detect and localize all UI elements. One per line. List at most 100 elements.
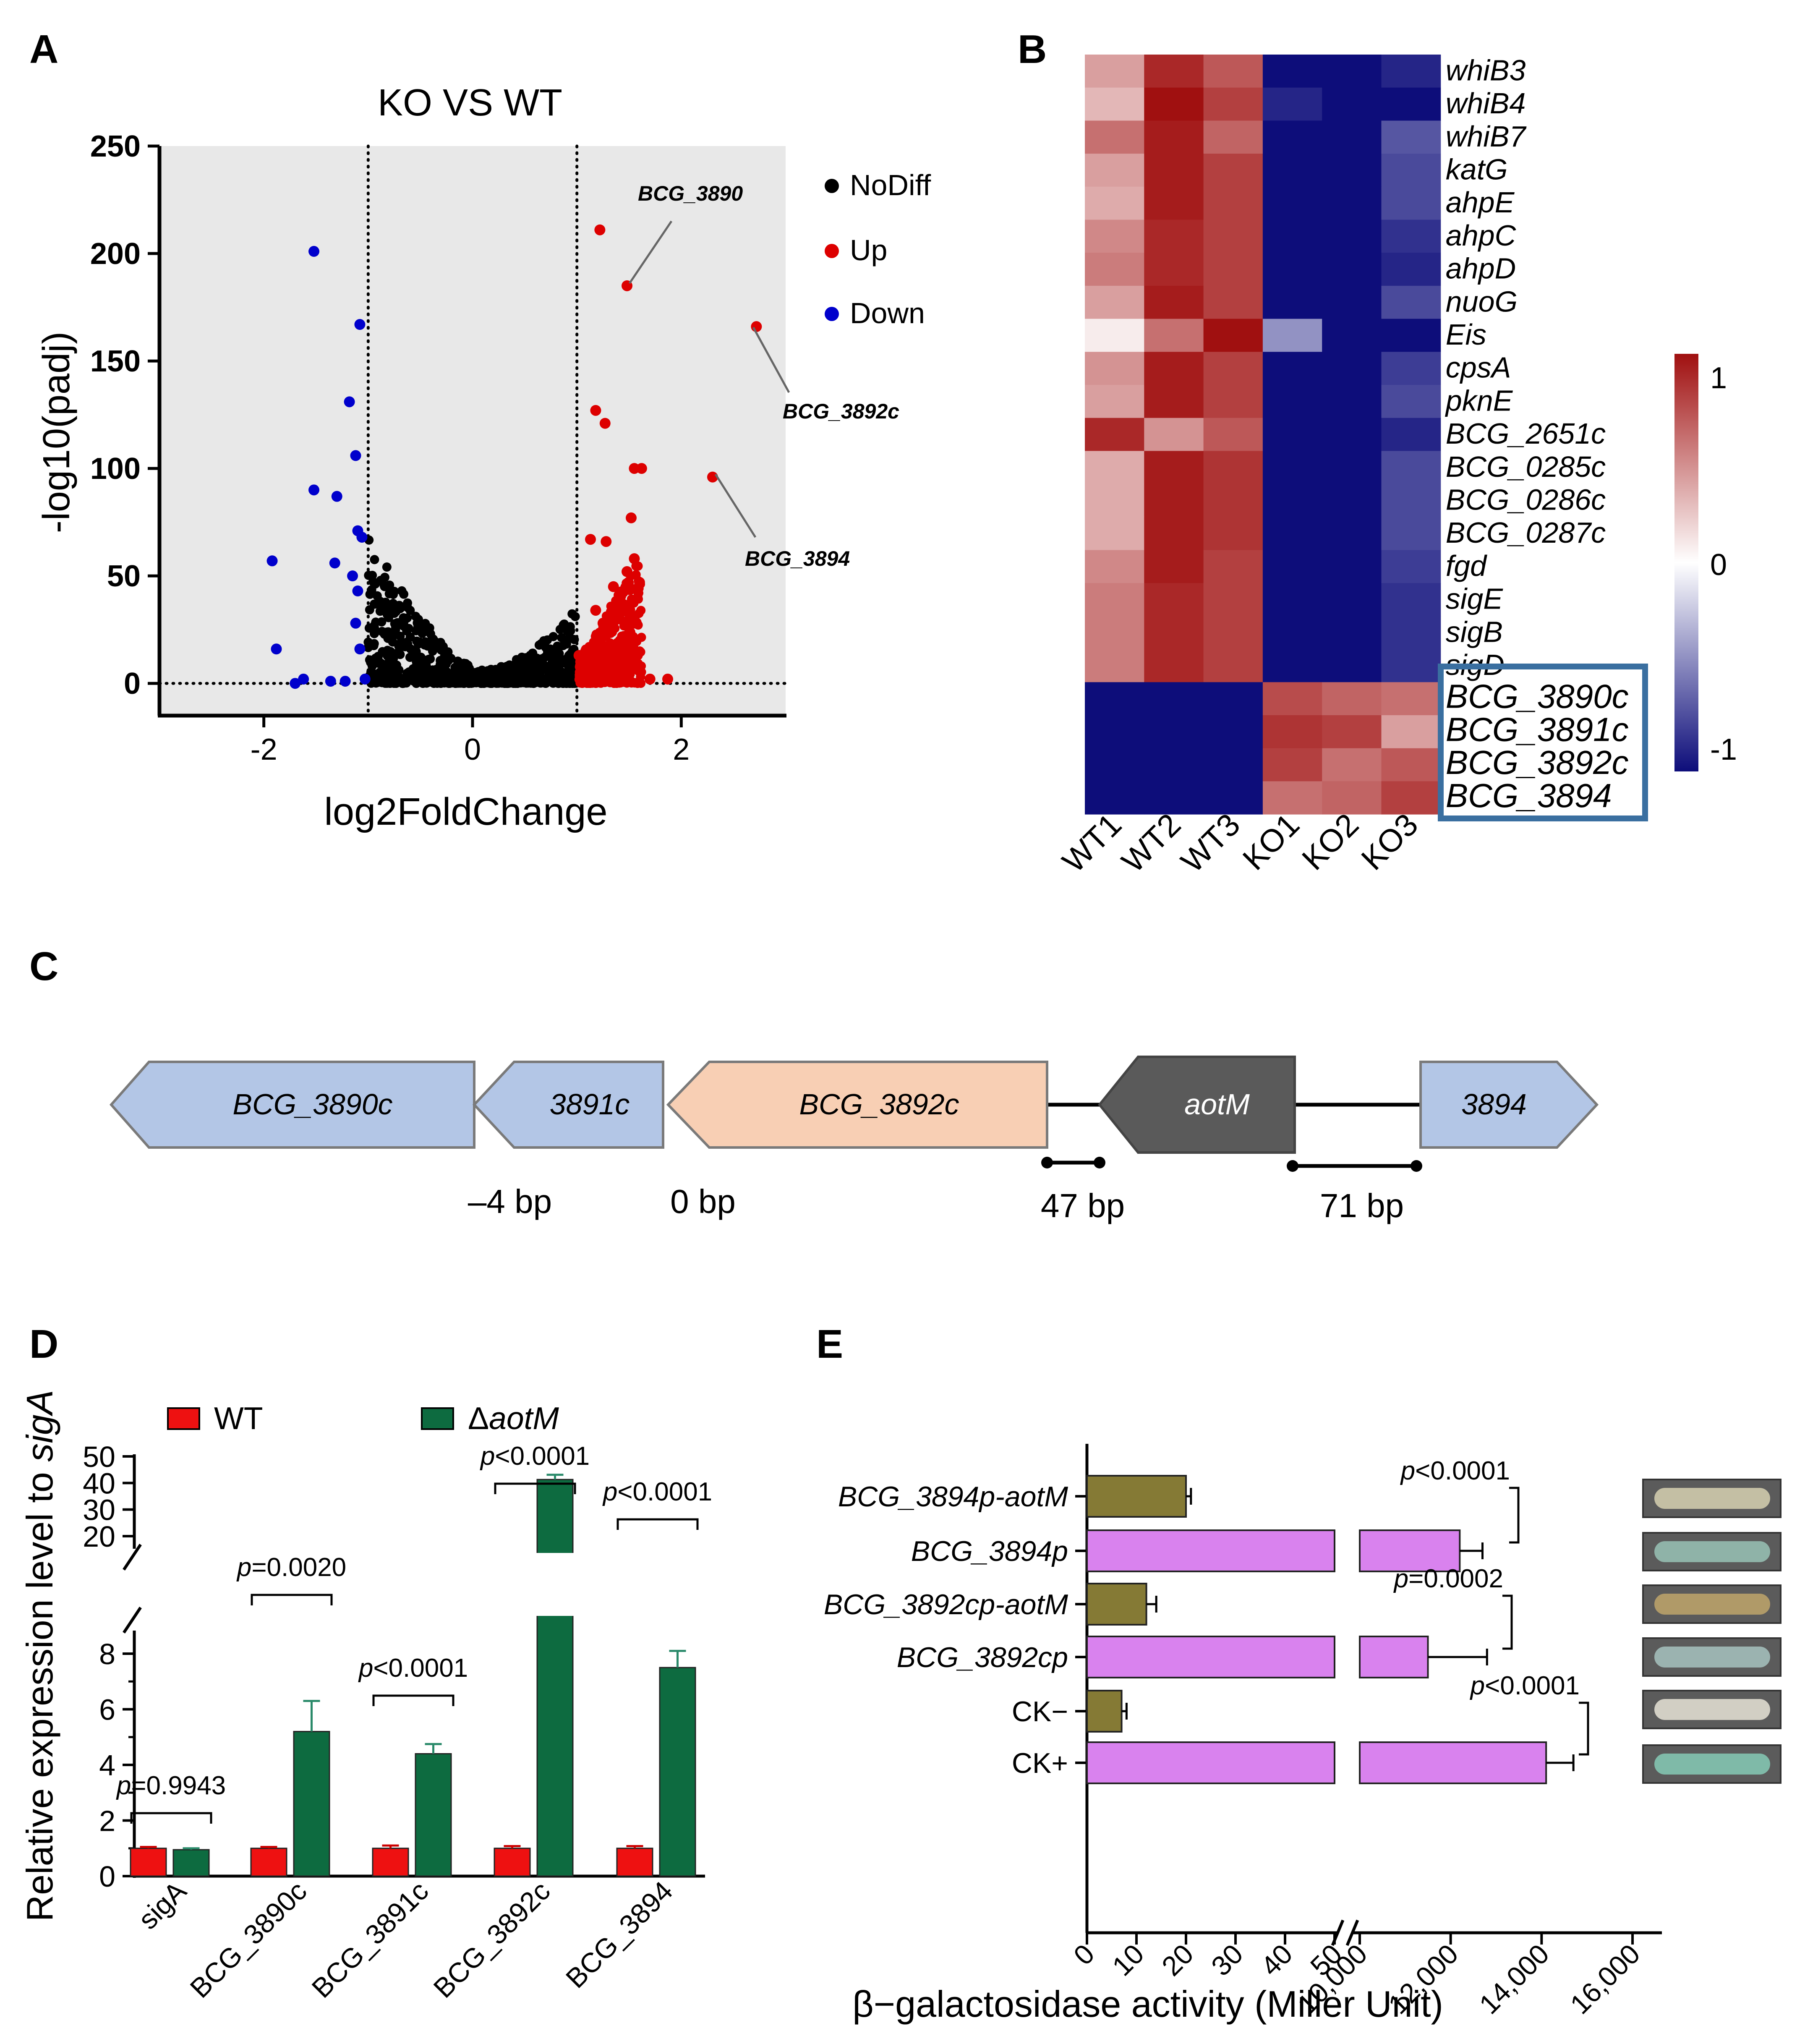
hbar-bar-BCG_3892cp-right bbox=[1359, 1636, 1429, 1678]
volcano-nodiff-point bbox=[529, 673, 539, 682]
panel-a: A KO VS WT BCG_3890 BCG_3892c BCG_3894 0… bbox=[29, 27, 931, 833]
colony-streak bbox=[1654, 1754, 1770, 1775]
heatmap-cell bbox=[1085, 517, 1144, 550]
heatmap-cell bbox=[1381, 616, 1441, 650]
volcano-nodiff-point bbox=[547, 658, 557, 668]
hbar-bar-CK− bbox=[1086, 1690, 1123, 1733]
heatmap-cell bbox=[1381, 484, 1441, 518]
bar-break-slash bbox=[531, 1552, 581, 1579]
heatmap-cell bbox=[1322, 550, 1382, 583]
colony-streak bbox=[1654, 1541, 1770, 1562]
volcano-nodiff-point bbox=[378, 647, 387, 656]
heatmap-cell bbox=[1203, 120, 1263, 154]
volcano-nodiff-point bbox=[486, 679, 495, 688]
volcano-point-down bbox=[325, 676, 336, 687]
volcano-up-cloud-point bbox=[620, 603, 630, 612]
callout-line-bcg3892c bbox=[752, 327, 790, 393]
callout-bcg3892c: BCG_3892c bbox=[783, 400, 899, 423]
heatmap-cell bbox=[1085, 649, 1144, 682]
gap-label-3892c: 0 bp bbox=[670, 1183, 736, 1220]
volcano-point-up bbox=[751, 321, 762, 332]
heatmap-row-label: BCG_0287c bbox=[1446, 516, 1606, 549]
heatmap-cell bbox=[1262, 583, 1322, 617]
bar-category-label: sigA bbox=[132, 1875, 192, 1935]
volcano-nodiff-point bbox=[495, 677, 505, 687]
heatmap-cell bbox=[1085, 748, 1144, 782]
heatmap-column-label: KO1 bbox=[1236, 807, 1306, 877]
volcano-point-down bbox=[340, 676, 351, 687]
volcano-up-cloud-point bbox=[607, 648, 617, 658]
heatmap-cell bbox=[1144, 220, 1204, 253]
volcano-nodiff-point bbox=[368, 658, 377, 668]
volcano-point-up bbox=[636, 463, 647, 474]
heatmap-cell bbox=[1381, 583, 1441, 617]
volcano-up-cloud-point bbox=[627, 616, 637, 625]
volcano-nodiff-point bbox=[428, 646, 437, 656]
bar-category-label: BCG_3890c bbox=[184, 1875, 313, 2004]
volcano-xtick-label: 2 bbox=[673, 733, 690, 766]
volcano-nodiff-point bbox=[512, 673, 522, 682]
heatmap-cell bbox=[1322, 87, 1382, 121]
volcano-point-down bbox=[347, 570, 358, 582]
volcano-nodiff-point bbox=[539, 661, 549, 671]
heatmap-cell bbox=[1085, 186, 1144, 220]
volcano-nodiff-point bbox=[389, 587, 399, 596]
volcano-point-down bbox=[356, 531, 368, 543]
heatmap-cell bbox=[1381, 120, 1441, 154]
panel-c-letter: C bbox=[29, 944, 58, 989]
heatmap-cell bbox=[1381, 352, 1441, 385]
legend-down-dot bbox=[825, 307, 839, 321]
hbar-category-label: BCG_3892cp bbox=[897, 1641, 1068, 1673]
heatmap-cell bbox=[1381, 451, 1441, 484]
volcano-ytick-label: 50 bbox=[107, 559, 141, 593]
bar-pvalue-bracket bbox=[372, 1694, 455, 1706]
heatmap-cell bbox=[1262, 484, 1322, 518]
hbar-x-label: β−galactosidase activity (Miller Unit) bbox=[852, 1983, 1443, 2025]
volcano-point-up bbox=[629, 553, 640, 565]
volcano-point-down bbox=[308, 246, 320, 257]
hbar-xtick-label: 40 bbox=[1255, 1938, 1298, 1982]
volcano-nodiff-point bbox=[400, 642, 410, 651]
heatmap-cell bbox=[1085, 253, 1144, 286]
heatmap-row-label: sigE bbox=[1446, 583, 1503, 615]
heatmap-row-label: cpsA bbox=[1446, 351, 1511, 384]
heatmap-cell bbox=[1144, 285, 1204, 319]
heatmap-cell bbox=[1144, 616, 1204, 650]
heatmap-row-label: nuoG bbox=[1446, 285, 1518, 318]
heatmap-cell bbox=[1381, 220, 1441, 253]
heatmap-cell bbox=[1262, 616, 1322, 650]
volcano-nodiff-point bbox=[399, 622, 409, 631]
hbar-pvalue-bracket bbox=[1502, 1594, 1513, 1650]
heatmap-cell bbox=[1085, 418, 1144, 451]
heatmap-row-label: katG bbox=[1446, 153, 1508, 186]
volcano-nodiff-point bbox=[558, 641, 568, 651]
volcano-nodiff-point bbox=[570, 612, 580, 621]
volcano-points bbox=[266, 224, 762, 689]
bar-ko-BCG_3894 bbox=[659, 1667, 696, 1877]
volcano-point-up bbox=[608, 581, 619, 592]
volcano-up-cloud-point bbox=[624, 578, 634, 588]
heatmap-cell bbox=[1203, 154, 1263, 187]
volcano-nodiff-point bbox=[525, 651, 535, 660]
bar-pvalue-label: p=0.0020 bbox=[236, 1553, 346, 1582]
colony-streak bbox=[1654, 1594, 1770, 1615]
volcano-point-up bbox=[585, 534, 596, 545]
heatmap-row-label: sigB bbox=[1446, 615, 1503, 648]
bar-ko-sigA bbox=[172, 1849, 210, 1877]
volcano-up-cloud-point bbox=[605, 610, 615, 619]
bar-pvalue-bracket bbox=[616, 1518, 699, 1530]
gap-bar-47bp-end bbox=[1094, 1157, 1105, 1168]
heatmap-cell bbox=[1144, 517, 1204, 550]
hbar-pvalues: p<0.0001 p=0.0002 p<0.0001 bbox=[1393, 1456, 1589, 1756]
bar-ytick-label: 30 bbox=[83, 1494, 115, 1526]
bar-pvalue-bracket bbox=[251, 1594, 333, 1605]
volcano-nodiff-point bbox=[442, 667, 452, 677]
heatmap-cell bbox=[1262, 319, 1322, 352]
bar-wt-sigA bbox=[130, 1848, 167, 1877]
heatmap-cell bbox=[1144, 253, 1204, 286]
heatmap-cell bbox=[1203, 55, 1263, 88]
heatmap-cell bbox=[1203, 583, 1263, 617]
heatmap-cell bbox=[1381, 550, 1441, 583]
